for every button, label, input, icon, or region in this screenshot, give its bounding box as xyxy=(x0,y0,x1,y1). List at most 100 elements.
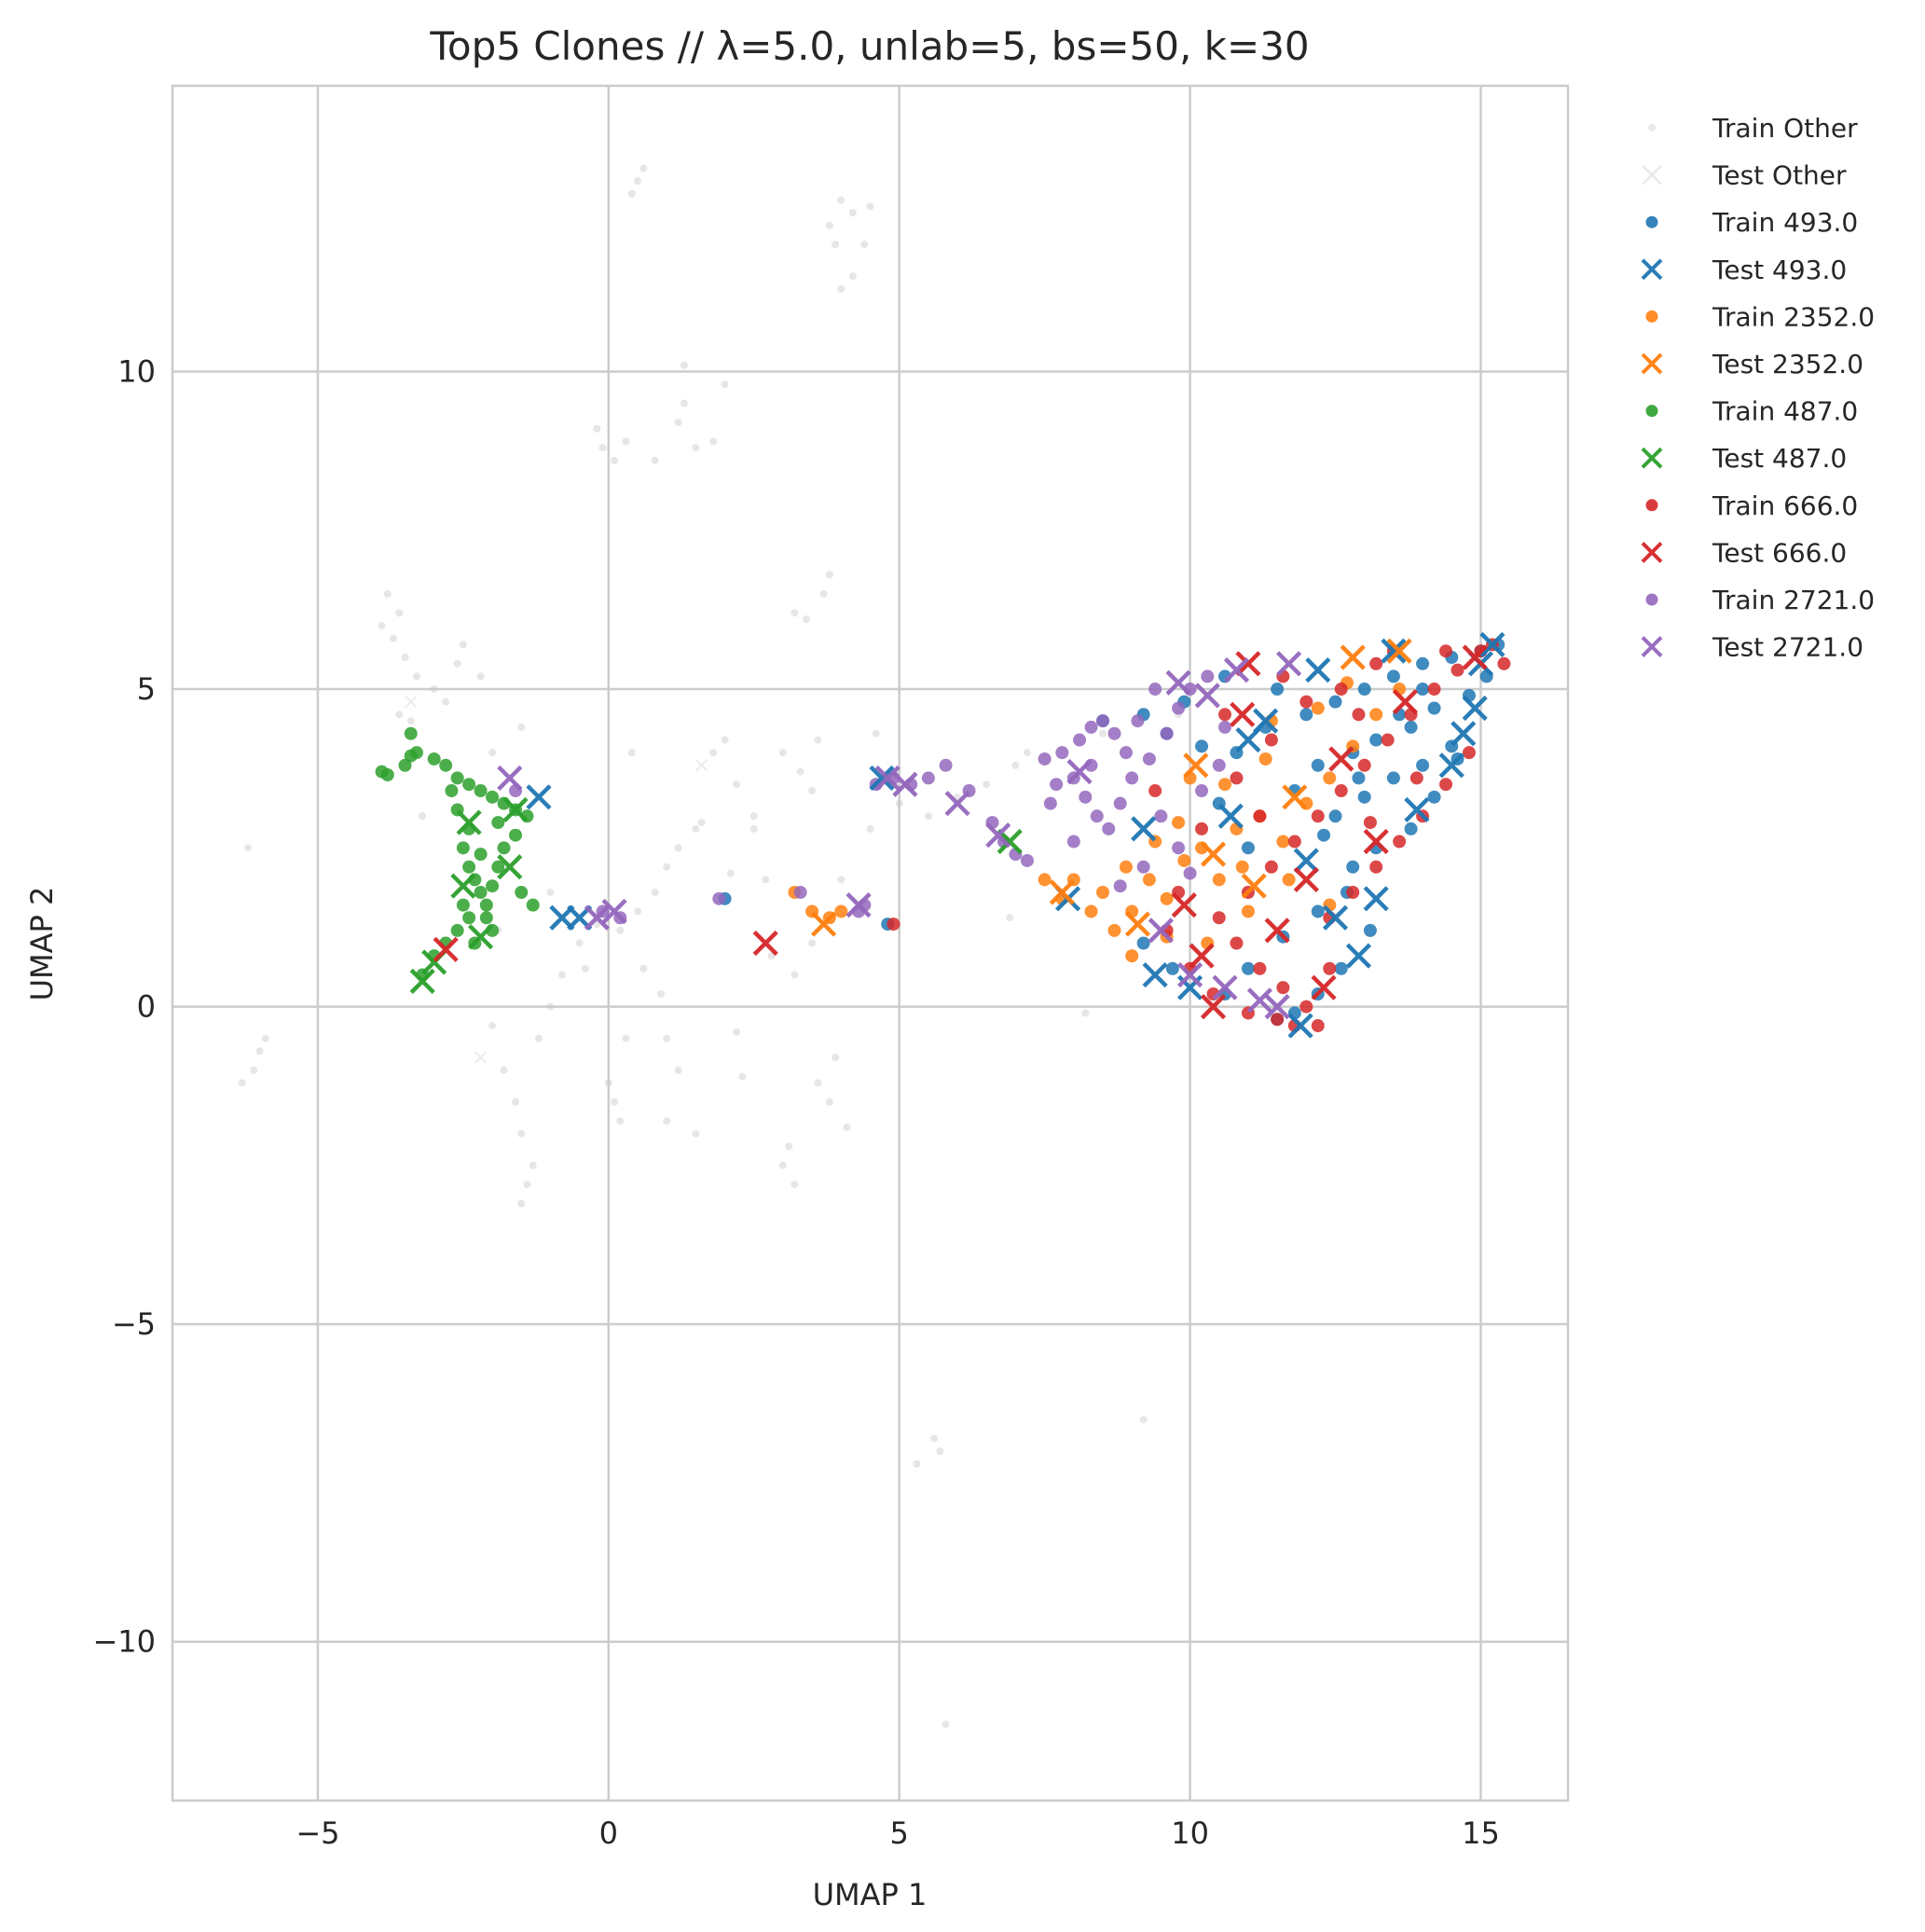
data-point xyxy=(497,765,523,792)
data-point xyxy=(1107,726,1121,740)
data-point xyxy=(1311,904,1325,918)
data-point xyxy=(529,1161,537,1169)
data-point xyxy=(639,164,648,172)
data-point xyxy=(462,860,476,874)
data-point xyxy=(1195,739,1209,753)
data-point xyxy=(534,1034,543,1042)
data-point xyxy=(634,907,641,916)
data-point xyxy=(1131,714,1145,728)
data-point xyxy=(796,767,804,776)
data-point xyxy=(1346,860,1360,874)
data-point xyxy=(1258,752,1272,766)
data-point xyxy=(1427,790,1441,804)
data-point xyxy=(1194,683,1220,709)
legend-marker xyxy=(1645,593,1658,606)
legend-marker xyxy=(1641,636,1663,658)
data-point xyxy=(412,672,420,681)
data-point xyxy=(1479,631,1506,657)
y-tick-label: −10 xyxy=(92,1624,156,1660)
data-point xyxy=(450,771,464,785)
data-point xyxy=(1264,860,1278,874)
data-point xyxy=(874,765,901,792)
data-point xyxy=(1142,873,1156,887)
data-point xyxy=(887,918,901,932)
data-point xyxy=(1241,961,1255,975)
legend-marker xyxy=(1641,447,1663,469)
data-point xyxy=(526,784,552,810)
data-point xyxy=(819,589,828,598)
data-point xyxy=(1201,669,1215,683)
data-point xyxy=(445,784,459,798)
data-point xyxy=(557,971,566,979)
data-points xyxy=(238,164,1511,1729)
legend-item: Test 487.0 xyxy=(1641,443,1847,474)
data-point xyxy=(491,816,505,830)
data-point xyxy=(1139,1415,1148,1424)
data-point xyxy=(1172,701,1186,715)
legend-item: Test Other xyxy=(1642,160,1847,191)
data-point xyxy=(634,177,641,186)
data-point xyxy=(546,889,555,897)
data-point xyxy=(1363,828,1389,855)
data-point xyxy=(1241,841,1255,855)
data-point xyxy=(433,936,459,962)
data-point xyxy=(752,930,778,957)
data-point xyxy=(1241,904,1255,918)
legend-label: Test Other xyxy=(1712,160,1847,191)
data-point xyxy=(1142,961,1168,988)
data-point xyxy=(837,284,846,293)
data-point xyxy=(380,768,394,782)
data-point xyxy=(944,791,970,817)
data-point xyxy=(378,621,386,629)
data-point xyxy=(419,812,427,821)
data-point xyxy=(832,241,840,249)
legend-marker xyxy=(1642,164,1662,186)
series-test-other xyxy=(405,695,708,1064)
data-point xyxy=(1392,689,1418,715)
data-point xyxy=(1299,708,1313,722)
data-point xyxy=(261,1034,269,1042)
legend-label: Test 2721.0 xyxy=(1712,632,1863,663)
legend: Train Other Test Other Train 493.0 Test 493… xyxy=(1641,113,1875,663)
data-point xyxy=(453,659,461,668)
x-tick-label: 5 xyxy=(890,1815,909,1851)
data-point xyxy=(721,736,729,744)
data-point xyxy=(692,824,700,833)
data-point xyxy=(1079,790,1093,804)
data-point xyxy=(848,272,857,281)
data-point xyxy=(712,891,726,905)
data-point xyxy=(497,841,511,855)
data-point xyxy=(924,812,932,821)
data-point xyxy=(651,889,659,897)
gridlines xyxy=(172,86,1568,1801)
legend-item: Test 2721.0 xyxy=(1641,632,1863,663)
data-point xyxy=(814,736,822,744)
y-axis-ticks: −10 −5 0 5 10 xyxy=(92,354,156,1660)
data-point xyxy=(467,924,494,950)
data-point xyxy=(1212,758,1226,772)
data-point xyxy=(692,1129,700,1138)
data-point xyxy=(1177,853,1191,867)
data-point xyxy=(733,780,741,789)
plot-frame xyxy=(171,84,1570,1802)
data-point xyxy=(479,911,493,925)
data-point xyxy=(1386,771,1400,785)
legend-marker xyxy=(1648,124,1656,131)
data-point xyxy=(611,456,619,464)
data-point xyxy=(1217,778,1231,792)
x-axis-label: UMAP 1 xyxy=(813,1877,928,1912)
data-point xyxy=(1328,809,1342,823)
data-point xyxy=(462,778,476,792)
legend-item: Train 2352.0 xyxy=(1645,301,1875,332)
data-point xyxy=(1172,841,1186,855)
data-point xyxy=(663,1117,671,1125)
data-point xyxy=(1212,911,1226,925)
legend-label: Train 487.0 xyxy=(1712,396,1858,427)
legend-label: Test 2352.0 xyxy=(1712,349,1863,380)
data-point xyxy=(616,1117,625,1125)
x-tick-label: 15 xyxy=(1462,1815,1500,1851)
data-point xyxy=(515,886,529,900)
legend-item: Train 487.0 xyxy=(1645,396,1858,427)
data-point xyxy=(674,418,682,426)
data-point xyxy=(1148,683,1162,697)
